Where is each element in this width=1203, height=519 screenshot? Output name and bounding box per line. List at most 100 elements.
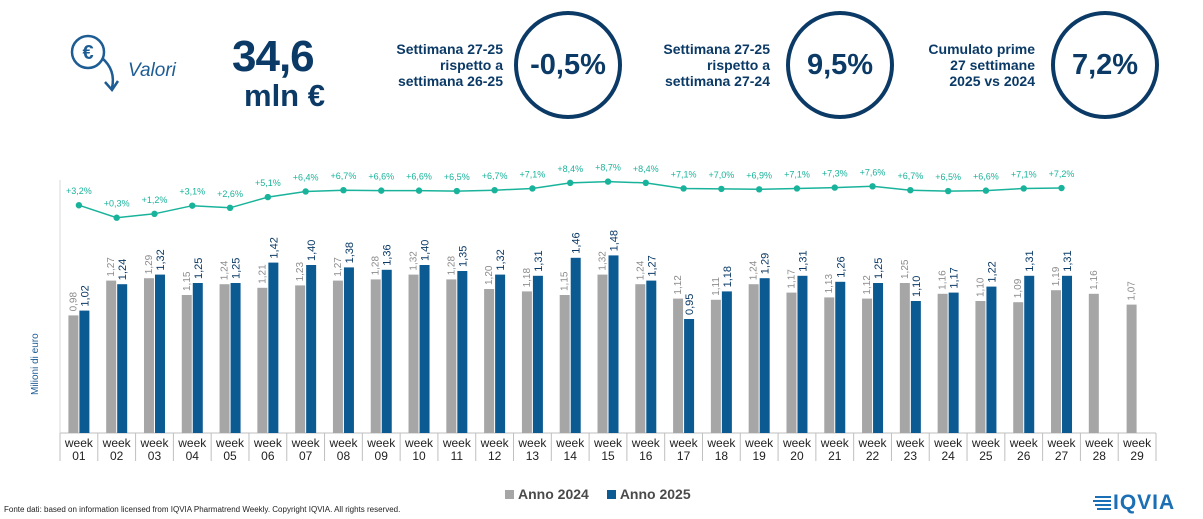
bar-2024: [484, 289, 495, 433]
x-tick-label: 24: [941, 449, 955, 463]
growth-label: +6,5%: [935, 172, 961, 182]
x-tick-label: week: [971, 436, 1001, 450]
data-label-2024: 1,16: [938, 270, 949, 290]
growth-label: +7,1%: [1011, 169, 1037, 179]
growth-label: +6,6%: [973, 172, 999, 182]
x-tick-label: week: [102, 436, 132, 450]
data-label-2025: 1,17: [949, 267, 961, 288]
data-label-2024: 1,20: [484, 265, 495, 285]
iqvia-logo-mark-icon: [1093, 496, 1111, 510]
source-note: Fonte dati: based on information license…: [4, 505, 401, 514]
x-tick-label: 22: [866, 449, 880, 463]
data-label-2024: 1,19: [1051, 266, 1062, 286]
x-tick-label: week: [177, 436, 207, 450]
growth-label: +6,5%: [444, 172, 470, 182]
data-label-2024: 1,27: [333, 257, 344, 277]
bar-2025: [419, 265, 430, 433]
growth-label: +7,1%: [671, 169, 697, 179]
bar-2024: [219, 284, 230, 433]
growth-point: [680, 185, 687, 192]
growth-point: [453, 187, 461, 195]
kpi-line: 2025 vs 2024: [949, 73, 1035, 89]
x-tick-label: 18: [715, 449, 729, 463]
data-label-2024: 1,32: [598, 251, 609, 271]
legend-item-2025: Anno 2025: [606, 486, 691, 502]
x-tick-label: 04: [186, 449, 200, 463]
bar-2025: [117, 284, 128, 433]
growth-point: [226, 204, 234, 212]
valori-label: Valori: [128, 60, 176, 81]
growth-point: [529, 185, 536, 192]
bar-2025: [948, 292, 959, 433]
growth-label: +7,1%: [784, 169, 810, 179]
bar-2024: [257, 287, 268, 433]
data-label-2025: 1,36: [382, 244, 394, 265]
data-label-2025: 1,31: [533, 250, 545, 271]
kpi-line: settimana 26-25: [397, 73, 503, 89]
data-label-2025: 1,40: [306, 240, 318, 261]
growth-label: +1,2%: [142, 195, 168, 205]
x-tick-label: 05: [223, 449, 237, 463]
bar-2025: [495, 274, 506, 433]
iqvia-logo-text: IQVIA: [1113, 491, 1176, 514]
growth-point: [755, 186, 763, 193]
data-label-2025: 1,29: [760, 253, 772, 274]
x-tick-label: week: [64, 436, 94, 450]
kpi-week-vs-prev-week-value: -0,5%: [514, 11, 622, 119]
bar-2025: [721, 291, 732, 433]
legend-label-2025: Anno 2025: [619, 486, 691, 502]
x-tick-label: week: [744, 436, 774, 450]
bar-2024: [521, 291, 532, 433]
legend-swatch-2025: [606, 489, 616, 499]
data-label-2025: 1,35: [457, 246, 469, 267]
x-tick-label: week: [593, 436, 623, 450]
x-tick-label: 29: [1130, 449, 1144, 463]
kpi-week-vs-last-year-value: 9,5%: [786, 11, 894, 119]
x-tick-label: 06: [261, 449, 275, 463]
growth-label: +2,6%: [217, 189, 243, 199]
data-label-2025: 1,46: [571, 232, 583, 253]
x-tick-label: 08: [337, 449, 351, 463]
bar-2025: [532, 275, 543, 433]
x-tick-label: 11: [451, 449, 464, 463]
growth-label: +5,1%: [255, 178, 281, 188]
x-tick-label: week: [1009, 436, 1039, 450]
x-tick-label: week: [820, 436, 850, 450]
x-tick-label: 12: [488, 449, 502, 463]
data-label-2024: 1,27: [106, 257, 117, 277]
growth-label: +8,4%: [633, 164, 659, 174]
growth-label: +0,3%: [104, 199, 130, 209]
bar-2024: [673, 298, 684, 433]
x-tick-label: week: [215, 436, 245, 450]
x-tick-label: 13: [526, 449, 540, 463]
x-tick-label: 07: [299, 449, 313, 463]
data-label-2024: 1,07: [1127, 281, 1138, 301]
data-label-2025: 1,25: [193, 258, 205, 279]
data-label-2025: 1,24: [117, 259, 129, 280]
growth-point: [982, 187, 990, 194]
growth-point: [793, 185, 801, 192]
x-tick-label: 03: [148, 449, 162, 463]
bar-2025: [835, 281, 846, 433]
total-unit: mln €: [244, 78, 325, 113]
bar-2025: [457, 271, 468, 433]
kpi-line: rispetto a: [439, 57, 503, 73]
data-label-2025: 1,26: [835, 256, 847, 277]
x-tick-label: week: [328, 436, 358, 450]
growth-label: +7,0%: [708, 170, 734, 180]
bar-2025: [381, 269, 392, 433]
data-label-2024: 1,18: [522, 267, 533, 287]
bar-2024: [1013, 302, 1024, 433]
growth-label: +7,3%: [822, 169, 848, 179]
bar-2025: [684, 319, 695, 433]
bar-2025: [230, 283, 241, 433]
x-tick-label: 20: [790, 449, 804, 463]
bar-2024: [106, 280, 117, 433]
growth-point: [264, 193, 272, 201]
bar-2024: [408, 274, 419, 433]
bar-2025: [268, 262, 279, 433]
bar-2025: [154, 274, 165, 433]
x-tick-label: 01: [72, 449, 86, 463]
x-tick-label: 09: [375, 449, 389, 463]
growth-label: +6,6%: [368, 172, 394, 182]
